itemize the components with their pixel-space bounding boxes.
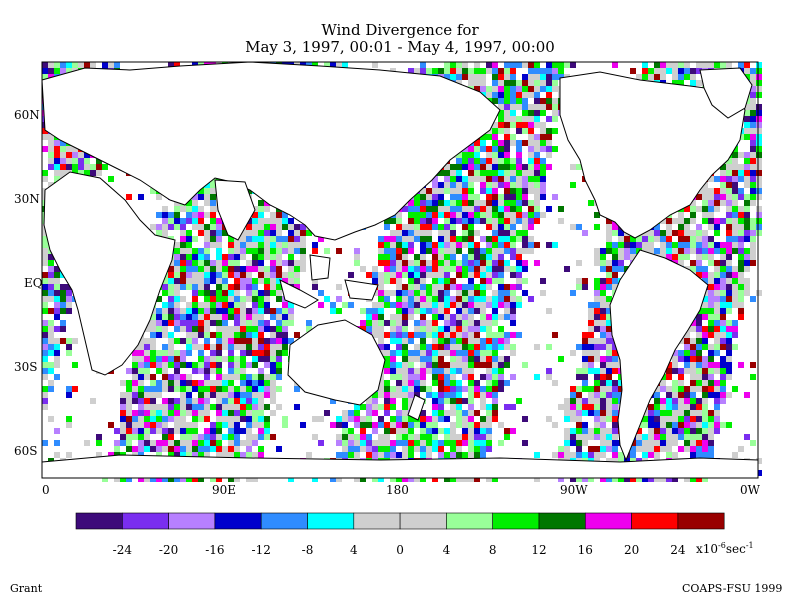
new-zealand	[407, 394, 426, 421]
borneo	[309, 254, 331, 281]
colorbar-swatch	[307, 512, 355, 530]
colorbar-tick-label: 0	[396, 543, 404, 557]
colorbar-tick-label: 12	[531, 543, 547, 557]
lon-label-90w: 90W	[560, 483, 588, 497]
new-guinea	[344, 279, 379, 301]
colorbar-swatch	[631, 512, 679, 530]
lon-label-0w: 0W	[740, 483, 760, 497]
india	[214, 179, 256, 241]
colorbar-swatch	[677, 512, 725, 530]
colorbar-tick-label: 4	[349, 543, 358, 557]
colorbar-tick-label: -8	[301, 543, 314, 557]
plot-title-line1: Wind Divergence for	[321, 21, 479, 39]
colorbar-swatch	[538, 512, 586, 530]
south-america	[609, 249, 709, 462]
colorbar-tick-label: 20	[623, 543, 640, 557]
lon-label-180: 180	[386, 483, 409, 497]
colorbar-swatch	[353, 512, 401, 530]
colorbar-tick-label: 8	[488, 543, 497, 557]
lon-label-90e: 90E	[212, 483, 237, 497]
colorbar-swatch	[584, 512, 632, 530]
land-masses	[41, 61, 759, 479]
africa	[43, 171, 176, 376]
colorbar-tick-label: -24	[112, 543, 132, 557]
map-frame	[41, 61, 759, 479]
colorbar-tick-label: -20	[158, 543, 179, 557]
footer-author: Grant	[10, 582, 43, 595]
colorbar-tick-label: 24	[670, 543, 686, 557]
colorbar-tick-label: 4	[442, 543, 451, 557]
colorbar-tick-label: 16	[577, 543, 593, 557]
colorbar-swatch	[260, 512, 308, 530]
colorbar-swatch	[168, 512, 216, 530]
colorbar-swatch	[399, 512, 447, 530]
lat-label-30n: 30N	[14, 192, 40, 206]
footer-credit: COAPS-FSU 1999	[682, 582, 783, 595]
colorbar-tick-label: -16	[205, 543, 225, 557]
lat-label-30s: 30S	[14, 360, 38, 374]
colorbar-tick-label: -12	[251, 543, 271, 557]
colorbar-swatch	[75, 512, 123, 530]
greenland	[699, 67, 753, 119]
australia	[287, 319, 386, 406]
colorbar-swatch	[122, 512, 169, 530]
colorbar-swatch	[446, 512, 493, 530]
indonesia	[279, 279, 319, 309]
colorbar-swatch	[492, 512, 540, 530]
colorbar-swatch	[214, 512, 262, 530]
lat-label-60s: 60S	[14, 444, 38, 458]
lon-label-0: 0	[42, 483, 50, 497]
plot-title-line2: May 3, 1997, 00:01 - May 4, 1997, 00:00	[245, 38, 555, 56]
lat-label-eq: EQ	[24, 276, 43, 290]
colorbar-units: x10-6sec-1	[696, 541, 754, 556]
lat-label-60n: 60N	[14, 108, 40, 122]
eurasia	[41, 61, 501, 241]
